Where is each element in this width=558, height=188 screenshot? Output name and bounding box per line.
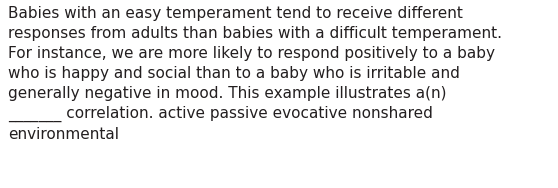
- Text: Babies with an easy temperament tend to receive different
responses from adults : Babies with an easy temperament tend to …: [8, 6, 502, 142]
